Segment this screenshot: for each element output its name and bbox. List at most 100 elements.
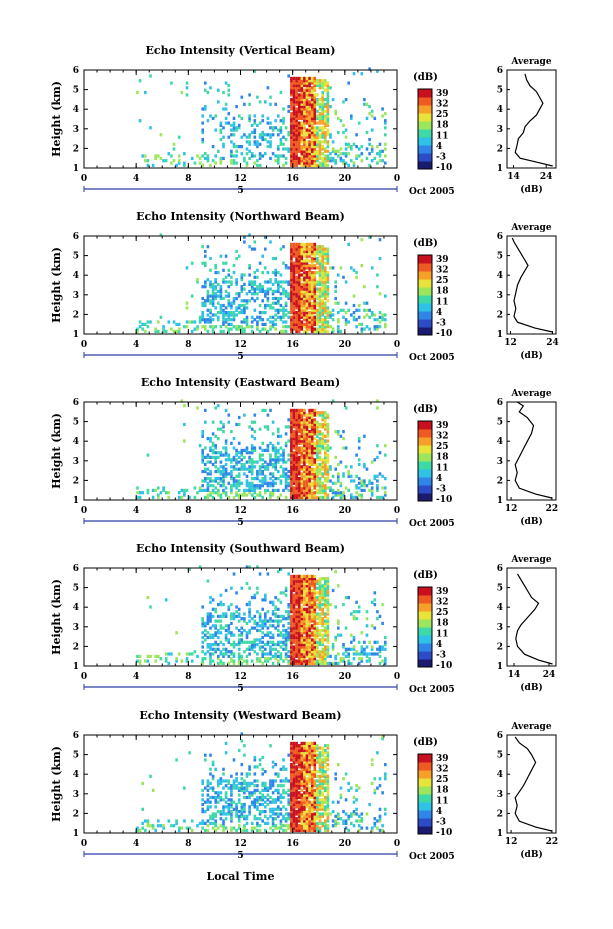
heatmap-cell xyxy=(297,249,301,254)
heatmap-cell xyxy=(290,119,293,123)
heatmap-cell xyxy=(248,233,251,237)
heatmap-cell xyxy=(141,154,144,158)
heatmap-cell xyxy=(321,147,324,151)
heatmap-cell xyxy=(224,588,228,593)
heatmap-cell xyxy=(292,254,296,258)
heatmap-cell xyxy=(303,469,306,474)
heatmap-cell xyxy=(303,659,306,663)
heatmap-cell xyxy=(277,161,280,165)
heatmap-cell xyxy=(222,135,225,139)
heatmap-cell xyxy=(292,659,296,663)
heatmap-cell xyxy=(290,130,293,135)
heatmap-cell xyxy=(329,135,332,139)
heatmap-cell xyxy=(271,465,275,469)
heatmap-cell xyxy=(144,659,147,663)
heatmap-cell xyxy=(261,484,264,488)
heatmap-cell xyxy=(266,619,270,623)
heatmap-cell xyxy=(295,427,298,431)
heatmap-cell xyxy=(324,614,327,618)
heatmap-cell xyxy=(318,425,322,429)
heatmap-cell xyxy=(227,605,231,609)
heatmap-cell xyxy=(384,493,387,497)
heatmap-cell xyxy=(261,624,264,628)
heatmap-cell xyxy=(261,289,264,293)
heatmap-cell xyxy=(222,614,225,618)
heatmap-cell xyxy=(256,788,259,792)
heatmap-cell xyxy=(313,586,317,590)
heatmap-cell xyxy=(282,467,285,471)
heatmap-cell xyxy=(324,287,327,291)
heatmap-cell xyxy=(138,320,142,324)
heatmap-cell xyxy=(222,278,225,282)
heatmap-cell xyxy=(240,453,244,457)
heatmap-cell xyxy=(138,661,142,665)
heatmap-cell xyxy=(318,142,322,146)
heatmap-cell xyxy=(316,427,319,431)
heatmap-cell xyxy=(313,638,317,642)
heatmap-cell xyxy=(261,441,264,445)
heatmap-cell xyxy=(219,484,223,488)
heatmap-cell xyxy=(310,577,314,581)
heatmap-cell xyxy=(290,145,293,149)
heatmap-cell xyxy=(141,781,144,785)
heatmap-cell xyxy=(256,565,259,569)
heatmap-cell xyxy=(339,119,343,123)
heatmap-cell xyxy=(206,495,210,499)
heatmap-cell xyxy=(316,453,319,457)
heatmap-cell xyxy=(305,325,309,329)
heatmap-cell xyxy=(308,462,311,467)
average-frame xyxy=(506,235,557,335)
heatmap-cell xyxy=(256,285,259,289)
heatmap-cell xyxy=(310,596,314,600)
heatmap-cell xyxy=(290,621,293,625)
heatmap-cell xyxy=(300,90,304,95)
heatmap-cell xyxy=(326,130,330,135)
heatmap-cell xyxy=(237,633,241,637)
heatmap-cell xyxy=(308,586,311,590)
heatmap-cell xyxy=(318,81,322,85)
heatmap-cell xyxy=(292,605,296,609)
x-tick-label: 0 xyxy=(394,340,400,350)
heatmap-cell xyxy=(324,621,327,625)
heatmap-cell xyxy=(277,287,280,291)
heatmap-cell xyxy=(264,289,267,293)
heatmap-cell xyxy=(363,315,366,319)
heatmap-cell xyxy=(245,788,249,792)
heatmap-cell xyxy=(177,135,181,139)
heatmap-cell xyxy=(217,800,220,804)
heatmap-cell xyxy=(305,145,309,149)
heatmap-cell xyxy=(256,145,259,149)
heatmap-cell xyxy=(310,581,314,586)
heatmap-cell xyxy=(321,275,324,279)
heatmap-cell xyxy=(324,593,327,597)
heatmap-cell xyxy=(256,322,259,326)
heatmap-cell xyxy=(277,448,280,452)
heatmap-cell xyxy=(222,329,225,333)
heatmap-cell xyxy=(253,292,257,296)
heatmap-cell xyxy=(313,460,317,464)
heatmap-cell xyxy=(324,271,327,275)
heatmap-cell xyxy=(162,488,165,492)
heatmap-cell xyxy=(230,812,233,816)
heatmap-cell xyxy=(214,650,217,654)
heatmap-cell xyxy=(326,252,330,256)
heatmap-cell xyxy=(331,399,335,403)
heatmap-cell xyxy=(274,605,277,609)
heatmap-cell xyxy=(292,83,296,88)
heatmap-cell xyxy=(274,467,277,471)
heatmap-cell xyxy=(360,631,364,635)
heatmap-cell xyxy=(227,624,231,628)
heatmap-cell xyxy=(344,161,348,165)
heatmap-cell xyxy=(175,819,178,823)
heatmap-cell xyxy=(305,133,309,137)
heatmap-cell xyxy=(297,292,301,296)
heatmap-cell xyxy=(206,289,210,293)
heatmap-cell xyxy=(297,427,301,431)
heatmap-cell xyxy=(308,635,311,640)
heatmap-cell xyxy=(217,791,220,795)
heatmap-cell xyxy=(313,600,317,604)
heatmap-cell xyxy=(250,451,254,455)
heatmap-cell xyxy=(318,308,322,312)
heatmap-cell xyxy=(290,593,293,597)
heatmap-cell xyxy=(284,289,288,293)
